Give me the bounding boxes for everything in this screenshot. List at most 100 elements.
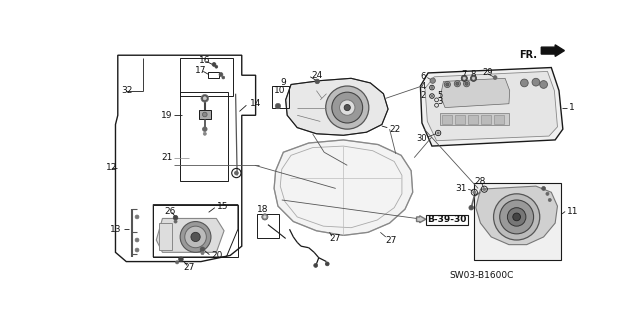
FancyArrow shape bbox=[541, 45, 564, 56]
Text: 6: 6 bbox=[420, 72, 426, 81]
Circle shape bbox=[314, 263, 317, 267]
Circle shape bbox=[437, 132, 439, 134]
Text: 19: 19 bbox=[161, 111, 172, 120]
Circle shape bbox=[202, 127, 207, 131]
Circle shape bbox=[180, 221, 211, 252]
Bar bbox=[159, 223, 172, 250]
Bar bbox=[198, 110, 211, 119]
Text: 27: 27 bbox=[330, 234, 341, 243]
Bar bbox=[455, 115, 465, 124]
Text: 26: 26 bbox=[164, 207, 175, 216]
Circle shape bbox=[264, 216, 266, 218]
Text: 27: 27 bbox=[184, 263, 195, 272]
Circle shape bbox=[201, 94, 209, 102]
Circle shape bbox=[473, 191, 476, 194]
Bar bbox=[272, 86, 289, 108]
FancyArrow shape bbox=[417, 216, 426, 223]
Text: 2: 2 bbox=[420, 91, 426, 100]
Circle shape bbox=[212, 63, 216, 66]
Circle shape bbox=[493, 76, 497, 79]
Circle shape bbox=[215, 65, 218, 68]
Text: SW03-B1600C: SW03-B1600C bbox=[450, 271, 514, 280]
Text: 17: 17 bbox=[195, 66, 206, 75]
Text: 31: 31 bbox=[455, 184, 467, 193]
Polygon shape bbox=[420, 68, 563, 146]
Text: 18: 18 bbox=[257, 205, 269, 214]
Text: 10: 10 bbox=[274, 86, 285, 95]
Bar bbox=[257, 214, 279, 239]
Circle shape bbox=[546, 192, 549, 195]
Circle shape bbox=[185, 226, 206, 248]
Circle shape bbox=[463, 77, 465, 79]
Text: 9: 9 bbox=[280, 78, 285, 87]
Polygon shape bbox=[440, 78, 509, 108]
Bar bbox=[442, 115, 452, 124]
Text: 14: 14 bbox=[250, 99, 261, 108]
Bar bbox=[468, 115, 478, 124]
Circle shape bbox=[541, 187, 545, 190]
Circle shape bbox=[222, 76, 225, 79]
Text: 11: 11 bbox=[566, 207, 578, 216]
Circle shape bbox=[175, 261, 179, 264]
Circle shape bbox=[340, 100, 355, 115]
Circle shape bbox=[493, 194, 540, 240]
Circle shape bbox=[540, 81, 547, 88]
Circle shape bbox=[204, 132, 206, 135]
Circle shape bbox=[332, 92, 363, 123]
Circle shape bbox=[344, 105, 350, 111]
Text: 21: 21 bbox=[161, 153, 172, 162]
Bar bbox=[494, 115, 504, 124]
Text: 8: 8 bbox=[470, 70, 476, 79]
Circle shape bbox=[326, 86, 369, 129]
Circle shape bbox=[430, 78, 435, 83]
Circle shape bbox=[520, 79, 528, 87]
Text: 3: 3 bbox=[437, 97, 443, 106]
Text: 27: 27 bbox=[386, 235, 397, 245]
Circle shape bbox=[513, 213, 520, 221]
Circle shape bbox=[191, 232, 200, 241]
Circle shape bbox=[201, 252, 204, 255]
Text: 24: 24 bbox=[311, 71, 323, 80]
Polygon shape bbox=[425, 71, 557, 141]
Circle shape bbox=[262, 214, 268, 220]
Bar bbox=[474, 183, 561, 260]
Bar bbox=[153, 204, 238, 257]
Bar bbox=[440, 113, 509, 125]
Text: 15: 15 bbox=[217, 202, 228, 211]
Bar bbox=[426, 215, 468, 226]
Circle shape bbox=[200, 247, 205, 252]
Text: B-39-30: B-39-30 bbox=[427, 216, 467, 225]
Text: 12: 12 bbox=[106, 163, 118, 172]
Text: 4: 4 bbox=[420, 82, 426, 91]
Circle shape bbox=[173, 215, 178, 220]
Circle shape bbox=[548, 198, 551, 202]
Circle shape bbox=[325, 262, 329, 266]
Bar bbox=[180, 57, 232, 96]
Text: 5: 5 bbox=[437, 91, 443, 100]
Polygon shape bbox=[156, 219, 224, 252]
Circle shape bbox=[472, 77, 475, 79]
Text: 28: 28 bbox=[475, 177, 486, 186]
Text: 7: 7 bbox=[461, 70, 467, 79]
Circle shape bbox=[431, 95, 433, 97]
Circle shape bbox=[463, 81, 470, 87]
Circle shape bbox=[135, 238, 139, 242]
Circle shape bbox=[234, 171, 238, 175]
Text: 16: 16 bbox=[198, 56, 210, 65]
Circle shape bbox=[204, 97, 206, 100]
Circle shape bbox=[456, 82, 459, 85]
Text: 30: 30 bbox=[416, 134, 427, 143]
Circle shape bbox=[179, 257, 183, 262]
Text: FR.: FR. bbox=[518, 50, 537, 60]
Circle shape bbox=[469, 205, 474, 210]
Circle shape bbox=[470, 75, 477, 81]
Circle shape bbox=[446, 83, 449, 86]
Circle shape bbox=[431, 86, 433, 89]
Circle shape bbox=[202, 112, 207, 117]
Bar bbox=[180, 92, 228, 181]
Circle shape bbox=[483, 188, 486, 190]
Polygon shape bbox=[274, 140, 413, 235]
Circle shape bbox=[219, 72, 223, 76]
Circle shape bbox=[135, 215, 139, 219]
Text: 1: 1 bbox=[569, 103, 575, 112]
